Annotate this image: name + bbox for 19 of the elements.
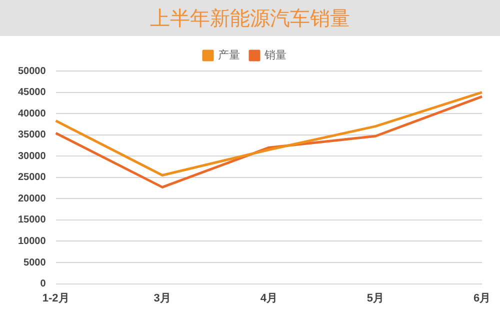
y-tick-label: 10000 <box>18 236 46 247</box>
chart-title: 上半年新能源汽车销量 <box>150 6 350 32</box>
y-tick-label: 20000 <box>18 193 46 204</box>
y-tick-label: 40000 <box>18 108 46 120</box>
y-tick-label: 5000 <box>24 257 46 268</box>
y-tick-label: 45000 <box>18 87 46 98</box>
y-tick-label: 35000 <box>18 130 46 141</box>
y-tick-label: 15000 <box>18 214 46 226</box>
y-tick-label: 25000 <box>18 172 46 184</box>
y-tick-label: 50000 <box>18 66 46 77</box>
legend-label: 销量 <box>264 50 286 62</box>
x-tick-label: 1-2月 <box>42 292 70 304</box>
x-tick-label: 6月 <box>473 292 491 304</box>
x-tick-label: 4月 <box>260 292 278 304</box>
legend-label: 产量 <box>218 48 240 62</box>
x-tick-label: 3月 <box>154 292 171 304</box>
y-tick-label: 0 <box>40 278 46 290</box>
y-tick-label: 30000 <box>18 150 46 162</box>
x-tick-label: 5月 <box>366 292 384 304</box>
